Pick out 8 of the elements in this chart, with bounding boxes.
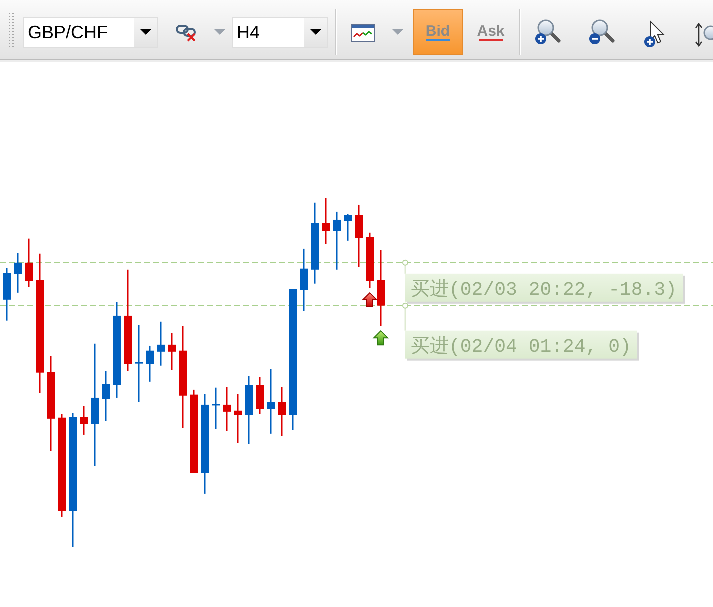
annotation: 买进(02/03 20:22, -18.3) (411, 278, 678, 301)
annotation: 买进(02/04 01:24, 0) (411, 336, 632, 358)
chart-subtitle: H4 (237, 22, 260, 42)
chart-title: GBP/CHF (28, 22, 108, 42)
annotation: 买进(02/04 01:24, 0) (402, 302, 640, 361)
annotation: 买进(02/03 20:22, -18.3) (402, 260, 686, 304)
text: Ask (477, 23, 506, 40)
text: Bid (426, 23, 450, 40)
